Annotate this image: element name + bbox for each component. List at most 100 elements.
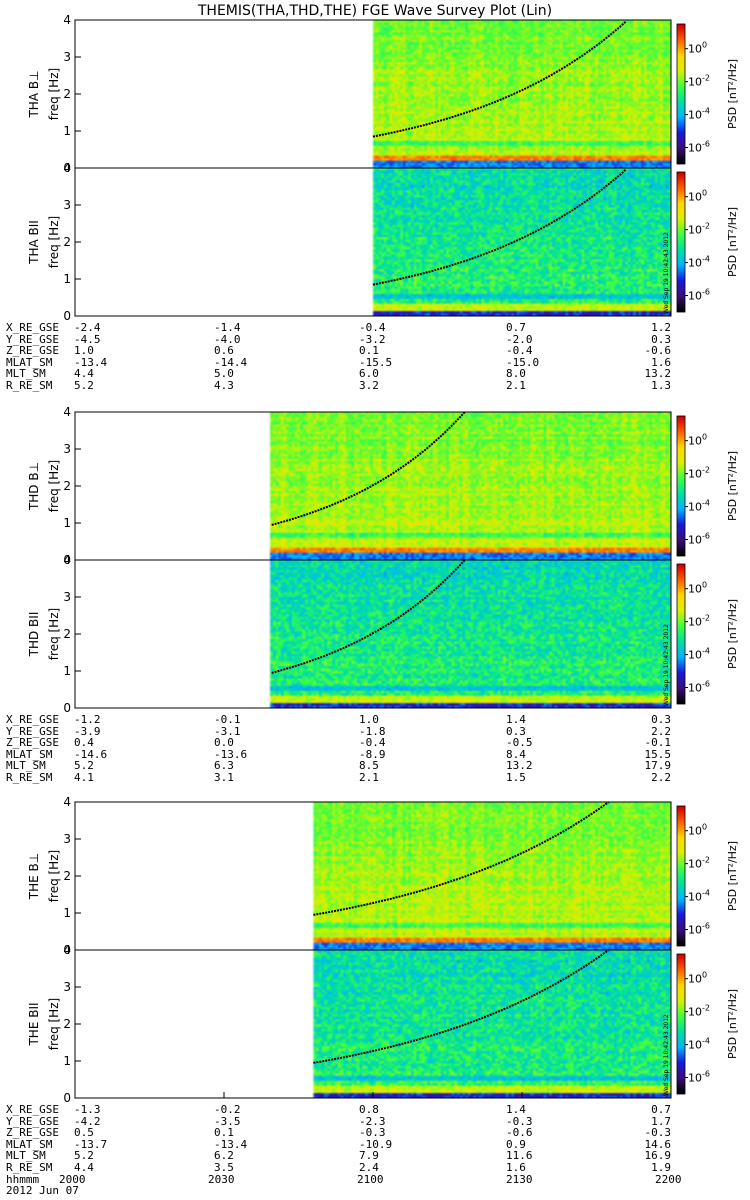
orbit-row: R_RE_SM 4.1 3.1 2.1 1.5 2.2 bbox=[6, 772, 706, 784]
x-tick-label: 2030 bbox=[208, 1172, 235, 1186]
orbit-value: 0.3 bbox=[651, 332, 671, 346]
y-tick-label: 3 bbox=[63, 980, 71, 994]
y-tick-label: 0 bbox=[63, 701, 71, 715]
orbit-value: 0.5 bbox=[74, 1126, 94, 1140]
y-tick-label: 4 bbox=[63, 795, 71, 809]
orbit-value: -1.4 bbox=[214, 321, 241, 334]
orbit-value: 5.0 bbox=[214, 367, 234, 381]
orbit-value: -4.2 bbox=[74, 1114, 101, 1128]
orbit-value: 11.6 bbox=[506, 1149, 533, 1163]
y-tick-label: 1 bbox=[63, 516, 71, 530]
colorbar-tick-label: 10-4 bbox=[688, 255, 710, 270]
orbit-value: 3.2 bbox=[359, 378, 379, 392]
orbit-value: 1.4 bbox=[506, 1103, 526, 1116]
y-tick-label: 1 bbox=[63, 124, 71, 138]
orbit-value: -3.1 bbox=[214, 724, 241, 738]
orbit-row-label: X_RE_GSE bbox=[6, 713, 59, 726]
spectrogram-image bbox=[75, 802, 671, 950]
panel-label: THE BII bbox=[27, 1002, 41, 1046]
orbit-row-label: Y_RE_GSE bbox=[6, 332, 59, 346]
orbit-value: 1.0 bbox=[359, 713, 379, 726]
orbit-value: 1.5 bbox=[506, 770, 526, 784]
colorbar-tick-label: 10-6 bbox=[688, 532, 710, 547]
orbit-value: 15.5 bbox=[644, 747, 672, 761]
colorbar-tick-label: 10-6 bbox=[688, 680, 710, 695]
colorbar-label: PSD [nT²/Hz] bbox=[726, 207, 739, 277]
x-tick-label: 2000 bbox=[59, 1172, 86, 1186]
y-tick-label: 0 bbox=[63, 1091, 71, 1105]
orbit-row: Y_RE_GSE -4.5 -4.0 -3.2 -2.0 0.3 bbox=[6, 332, 706, 346]
y-tick-label: 4 bbox=[63, 943, 71, 957]
colorbar-label: PSD [nT²/Hz] bbox=[726, 451, 739, 521]
y-tick-label: 2 bbox=[63, 869, 71, 883]
orbit-value: 8.5 bbox=[359, 759, 379, 773]
timestamp-stamp: Wed Sep 19 10:42:43 2012 bbox=[663, 1014, 670, 1096]
orbit-value: 0.1 bbox=[359, 344, 379, 358]
orbit-row-label: MLAT_SM bbox=[6, 747, 53, 761]
orbit-row: MLT_SM 5.2 6.2 7.9 11.6 16.9 bbox=[6, 1150, 706, 1162]
orbit-row-label: MLT_SM bbox=[6, 1149, 46, 1163]
orbit-row: Z_RE_GSE 1.0 0.6 0.1 -0.4 -0.6 bbox=[6, 345, 706, 357]
orbit-value: -15.0 bbox=[506, 355, 540, 369]
orbit-value: 1.6 bbox=[651, 355, 671, 369]
colorbar-frame bbox=[676, 953, 686, 1095]
y-tick-label: 4 bbox=[63, 553, 71, 567]
orbit-row: Y_RE_GSE -3.9 -3.1 -1.8 0.3 2.2 bbox=[6, 724, 706, 738]
gyrofrequency-curve bbox=[372, 168, 627, 286]
orbit-row-label: Z_RE_GSE bbox=[6, 736, 59, 750]
panel-label: THD BII bbox=[27, 612, 41, 658]
orbit-value: 0.1 bbox=[214, 1126, 234, 1140]
orbit-value: 0.4 bbox=[74, 736, 94, 750]
orbit-value: -0.1 bbox=[214, 713, 241, 726]
colorbar-frame bbox=[676, 23, 686, 165]
orbit-value: -1.2 bbox=[74, 713, 101, 726]
orbit-row-label: R_RE_SM bbox=[6, 1160, 53, 1174]
orbit-value: 1.9 bbox=[651, 1160, 671, 1174]
panel-label: THA BII bbox=[27, 220, 41, 265]
orbit-value: -14.6 bbox=[74, 747, 108, 761]
orbit-row-label: MLT_SM bbox=[6, 759, 46, 773]
orbit-value: 0.7 bbox=[651, 1103, 671, 1116]
orbit-value: -13.6 bbox=[214, 747, 248, 761]
timestamp-stamp: Wed Sep 19 10:42:43 2012 bbox=[663, 624, 670, 706]
orbit-row: R_RE_SM 4.4 3.5 2.4 1.6 1.9 bbox=[6, 1162, 706, 1174]
orbit-value: -1.8 bbox=[359, 724, 386, 738]
panel-label: THE B⊥ bbox=[27, 853, 41, 900]
orbit-value: -13.4 bbox=[214, 1137, 248, 1151]
spectrogram-panel-thd-par: 0 1 2 3 4 THD BII freq [Hz] 100 10-2 10-4 10-6 PSD … bbox=[27, 553, 739, 715]
orbit-row-label: X_RE_GSE bbox=[6, 321, 59, 334]
spectrogram-panel-the-perp: 0 1 2 3 4 THE B⊥ freq [Hz] 100 10-2 10-4 10-6 PSD [… bbox=[27, 795, 739, 957]
orbit-value: 0.8 bbox=[359, 1103, 379, 1116]
orbit-value: 0.9 bbox=[506, 1137, 526, 1151]
orbit-row-label: R_RE_SM bbox=[6, 770, 53, 784]
orbit-value: -3.5 bbox=[214, 1114, 241, 1128]
y-tick-label: 3 bbox=[63, 198, 71, 212]
panel-label: THD B⊥ bbox=[27, 462, 41, 511]
orbit-value: 6.0 bbox=[359, 367, 379, 381]
y-axis-label: freq [Hz] bbox=[47, 608, 61, 660]
orbit-value: 2.2 bbox=[651, 770, 671, 784]
orbit-value: 0.0 bbox=[214, 736, 234, 750]
y-tick-label: 1 bbox=[63, 1054, 71, 1068]
colorbar-tick-label: 10-2 bbox=[688, 74, 710, 89]
colorbar bbox=[677, 416, 685, 556]
x-tick-label: 2100 bbox=[357, 1172, 384, 1186]
orbit-row-label: X_RE_GSE bbox=[6, 1103, 59, 1116]
orbit-value: 1.3 bbox=[651, 378, 671, 392]
colorbar-tick-label: 10-4 bbox=[688, 499, 710, 514]
colorbar-frame bbox=[676, 415, 686, 557]
colorbar-frame bbox=[676, 805, 686, 947]
orbit-row-label: Z_RE_GSE bbox=[6, 1126, 59, 1140]
orbit-row-label: MLT_SM bbox=[6, 367, 46, 381]
spectrogram-panel-tha-par: 0 1 2 3 4 THA BII freq [Hz] 100 10-2 10-4 10-6 PSD … bbox=[27, 161, 739, 323]
x-tick-label: 2130 bbox=[506, 1172, 533, 1186]
orbit-row: Z_RE_GSE 0.4 0.0 -0.4 -0.5 -0.1 bbox=[6, 737, 706, 749]
orbit-row: X_RE_GSE -2.4 -1.4 -0.4 0.7 1.2 bbox=[6, 322, 706, 334]
orbit-row: R_RE_SM 5.2 4.3 3.2 2.1 1.3 bbox=[6, 380, 706, 392]
colorbar-label: PSD [nT²/Hz] bbox=[726, 59, 739, 129]
y-axis-label: freq [Hz] bbox=[47, 460, 61, 512]
orbit-value: 14.6 bbox=[644, 1137, 672, 1151]
orbit-value: 4.4 bbox=[74, 367, 94, 381]
orbit-value: -0.4 bbox=[506, 344, 533, 358]
orbit-value: 5.2 bbox=[74, 759, 94, 773]
